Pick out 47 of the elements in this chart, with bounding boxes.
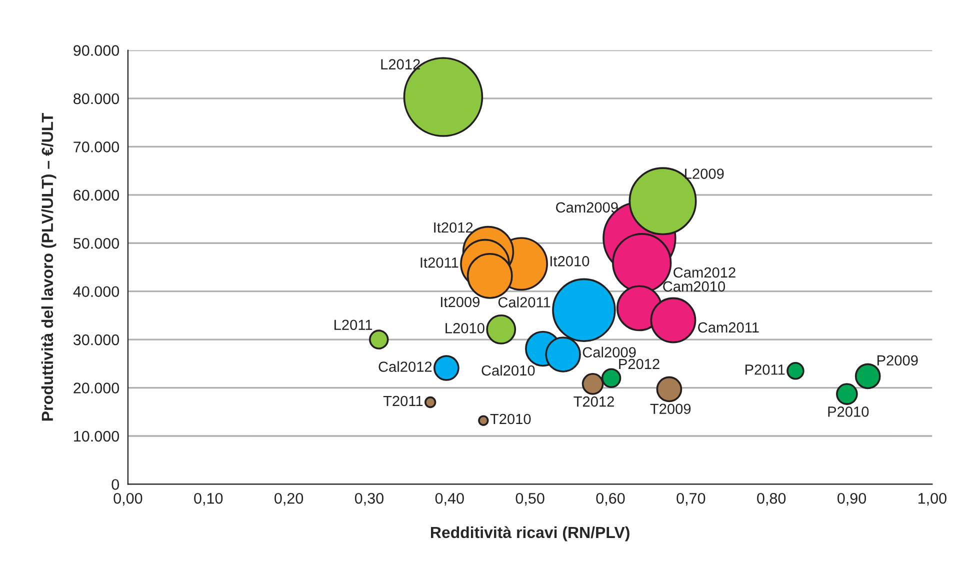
x-tick-label: 1,00 xyxy=(918,492,946,506)
y-tick-label: 60.000 xyxy=(74,190,120,201)
annotation: T2012 xyxy=(574,396,614,407)
y-tick-label: 70.000 xyxy=(74,142,120,152)
y-tick-label: 40.000 xyxy=(73,286,120,298)
annotation: It2009 xyxy=(440,296,480,308)
annotation: Cal2011 xyxy=(498,296,550,308)
annotation: It2011 xyxy=(420,257,458,268)
annotation: Cam2012 xyxy=(674,267,736,278)
annotation: It2012 xyxy=(434,222,473,233)
annotation: L2009 xyxy=(685,168,724,179)
x-tick-label: 0,00 xyxy=(114,492,142,506)
annotation: P2009 xyxy=(878,355,918,366)
y-tick-label: 10.000 xyxy=(74,430,120,442)
x-tick-label: 0,70 xyxy=(676,492,706,506)
y-axis-title: Produttività del lavoro (PLV/ULT) – €/ULT xyxy=(41,112,56,421)
y-tick-label: 30.000 xyxy=(73,334,120,346)
y-tick-label: 80.000 xyxy=(74,93,120,104)
annotation: Cal2012 xyxy=(378,361,432,372)
x-tick-label: 0,30 xyxy=(354,492,384,506)
annotation: P2011 xyxy=(745,364,785,375)
annotation: It2010 xyxy=(550,256,590,266)
x-tick-label: 0,10 xyxy=(194,492,223,506)
annotation: P2012 xyxy=(619,358,660,370)
y-tick-label: 0 xyxy=(112,479,120,490)
annotation: L2011 xyxy=(334,320,372,330)
x-tick-label: 0,80 xyxy=(757,492,786,506)
annotation: Cam2009 xyxy=(556,202,618,213)
y-tick-label: 50.000 xyxy=(74,238,120,249)
annotation: T2010 xyxy=(490,414,531,424)
x-tick-label: 0,50 xyxy=(516,492,544,506)
annotation: T2011 xyxy=(383,396,423,406)
x-tick-label: 0,60 xyxy=(596,492,625,506)
annotation: Cal2009 xyxy=(582,346,636,358)
annotation: Cam2011 xyxy=(698,322,759,333)
x-axis-title: Redditività ricavi (RN/PLV) xyxy=(430,526,630,542)
x-tick-label: 0,90 xyxy=(837,492,866,506)
y-tick-label: 20.000 xyxy=(74,382,120,394)
annotation: P2010 xyxy=(828,406,869,417)
y-tick-label: 90.000 xyxy=(74,45,120,56)
annotation: Cal2010 xyxy=(482,364,535,376)
annotation: T2009 xyxy=(650,404,691,414)
x-tick-label: 0,40 xyxy=(435,492,464,506)
annotation: Cam2010 xyxy=(663,281,726,292)
annotation: L2012 xyxy=(381,59,420,70)
annotation: L2010 xyxy=(446,323,484,334)
x-tick-label: 0,20 xyxy=(274,492,304,506)
